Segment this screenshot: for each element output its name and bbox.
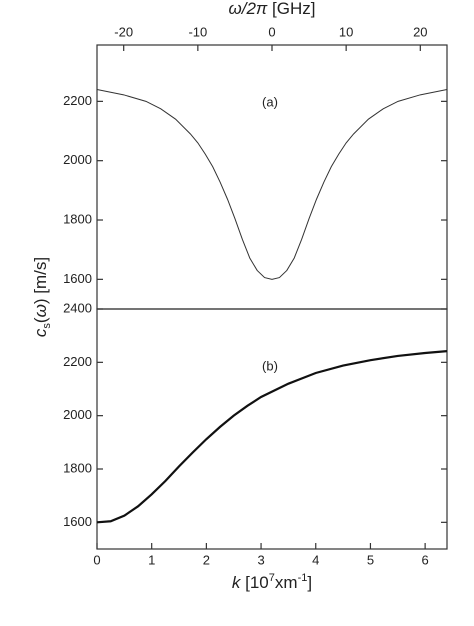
y-tick-label: 1800 — [63, 211, 92, 226]
label-part: k — [232, 573, 242, 592]
x-tick-label: 3 — [257, 552, 264, 567]
label-part: s — [41, 323, 53, 329]
y-tick-label: 2400 — [63, 300, 92, 315]
x-tick-label: 20 — [413, 24, 427, 39]
x-tick-label: 1 — [148, 552, 155, 567]
data-line — [96, 88, 448, 280]
x-tick-label: -10 — [188, 24, 207, 39]
x-tick-label: 5 — [367, 552, 374, 567]
y-tick-label: 2000 — [63, 152, 92, 167]
y-tick-label: 2000 — [63, 407, 92, 422]
x-tick-label: 0 — [93, 552, 100, 567]
label-part: ] — [307, 573, 312, 592]
label-part: ( — [31, 317, 50, 323]
y-axis-label: cs(ω) [m/s] — [31, 257, 52, 337]
x-tick-label: -20 — [114, 24, 133, 39]
y-tick-label: 2200 — [63, 93, 92, 108]
x-axis-label: k [107xm-1] — [232, 572, 312, 593]
plot-frame — [96, 44, 448, 310]
data-line — [96, 350, 448, 524]
x-tick-label: 2 — [203, 552, 210, 567]
panel-label: (b) — [262, 358, 278, 373]
label-part: xm — [275, 573, 298, 592]
label-part: c — [31, 328, 50, 337]
label-part: ω/2π — [229, 0, 268, 18]
x-tick-label: 4 — [312, 552, 319, 567]
y-tick-label: 1800 — [63, 460, 92, 475]
label-part: -1 — [298, 572, 308, 584]
label-part: ) [m/s] — [31, 257, 50, 304]
x-tick-label: 0 — [268, 24, 275, 39]
x-tick-label: 6 — [422, 552, 429, 567]
y-tick-label: 2200 — [63, 354, 92, 369]
plot-frame — [96, 308, 448, 550]
label-part: 7 — [269, 572, 275, 584]
y-tick-label: 1600 — [63, 271, 92, 286]
label-part: [10 — [240, 573, 268, 592]
y-tick-label: 1600 — [63, 514, 92, 529]
label-part: [GHz] — [267, 0, 315, 18]
x-axis-label: ω/2π [GHz] — [229, 0, 316, 18]
x-tick-label: 10 — [339, 24, 353, 39]
label-part: ω — [31, 304, 50, 317]
panel-label: (a) — [262, 94, 278, 109]
